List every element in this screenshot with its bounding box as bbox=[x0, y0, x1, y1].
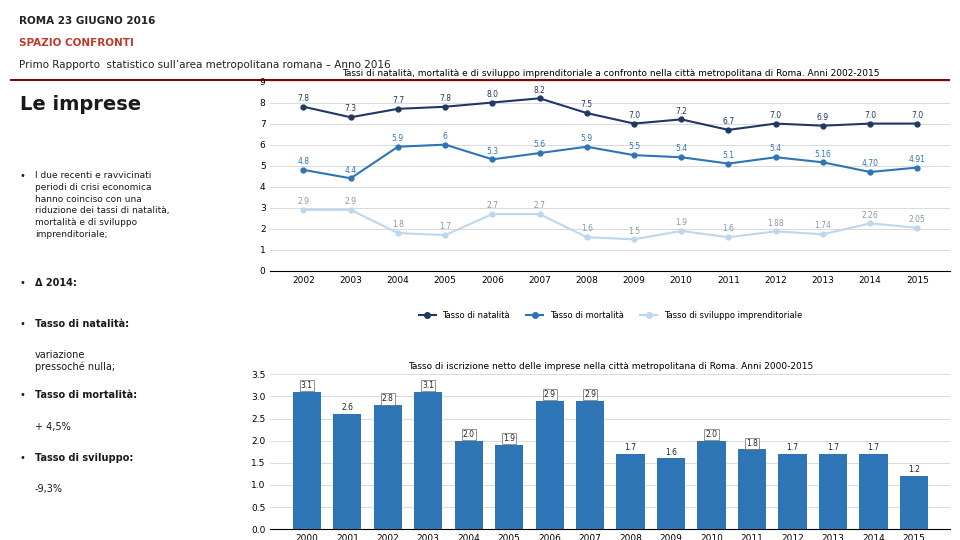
Text: •: • bbox=[19, 453, 26, 463]
Text: 2.9: 2.9 bbox=[543, 390, 556, 399]
Text: 1.74: 1.74 bbox=[814, 221, 831, 231]
Bar bbox=[576, 401, 605, 529]
Text: 2.8: 2.8 bbox=[382, 394, 394, 403]
Text: 5.9: 5.9 bbox=[392, 134, 404, 143]
Text: 4.91: 4.91 bbox=[909, 155, 925, 164]
Bar bbox=[819, 454, 847, 529]
Text: ROMA 23 GIUGNO 2016: ROMA 23 GIUGNO 2016 bbox=[19, 16, 156, 26]
Text: Tasso di mortalità:: Tasso di mortalità: bbox=[35, 390, 137, 401]
Text: 5.4: 5.4 bbox=[770, 145, 781, 153]
Text: 3.1: 3.1 bbox=[422, 381, 434, 390]
Text: 1.5: 1.5 bbox=[628, 227, 640, 235]
Text: 1.6: 1.6 bbox=[581, 225, 592, 233]
Text: 1.7: 1.7 bbox=[827, 443, 839, 452]
Text: 1.88: 1.88 bbox=[767, 219, 784, 227]
Text: 2.0: 2.0 bbox=[463, 430, 475, 439]
Bar bbox=[900, 476, 928, 529]
Text: 7.0: 7.0 bbox=[911, 111, 924, 120]
Bar bbox=[738, 449, 766, 529]
Bar bbox=[779, 454, 806, 529]
Text: 5.1: 5.1 bbox=[723, 151, 734, 160]
Text: 5.6: 5.6 bbox=[534, 140, 545, 149]
Text: 7.0: 7.0 bbox=[770, 111, 781, 120]
Text: 8.2: 8.2 bbox=[534, 85, 545, 94]
Text: 4.4: 4.4 bbox=[345, 166, 357, 174]
Text: 7.8: 7.8 bbox=[439, 94, 451, 103]
Text: 2.9: 2.9 bbox=[345, 197, 357, 206]
Bar bbox=[657, 458, 685, 529]
Text: 1.7: 1.7 bbox=[439, 222, 451, 231]
Text: + 4,5%: + 4,5% bbox=[35, 422, 70, 432]
Text: Tasso di natalità:: Tasso di natalità: bbox=[35, 319, 129, 329]
Text: Primo Rapporto  statistico sull’area metropolitana romana – Anno 2016: Primo Rapporto statistico sull’area metr… bbox=[19, 60, 391, 70]
Text: 7.8: 7.8 bbox=[298, 94, 309, 103]
Bar bbox=[373, 405, 402, 529]
Text: 7.5: 7.5 bbox=[581, 100, 593, 109]
Text: Le imprese: Le imprese bbox=[19, 95, 141, 114]
Text: 1.2: 1.2 bbox=[908, 465, 920, 474]
Text: 2.26: 2.26 bbox=[862, 211, 878, 220]
Text: 2.05: 2.05 bbox=[909, 215, 925, 224]
Text: 8.0: 8.0 bbox=[487, 90, 498, 99]
Text: 2.9: 2.9 bbox=[298, 197, 309, 206]
Text: variazione
pressoché nulla;: variazione pressoché nulla; bbox=[35, 350, 115, 372]
Title: Tasso di iscrizione netto delle imprese nella città metropolitana di Roma. Anni : Tasso di iscrizione netto delle imprese … bbox=[408, 362, 813, 370]
Bar bbox=[697, 441, 726, 529]
Text: Δ 2014:: Δ 2014: bbox=[35, 279, 77, 288]
Text: 7.0: 7.0 bbox=[628, 111, 640, 120]
Text: 5.4: 5.4 bbox=[675, 145, 687, 153]
Text: 7.3: 7.3 bbox=[345, 104, 357, 113]
Legend: Tasso di natalità, Tasso di mortalità, Tasso di sviluppo imprenditoriale: Tasso di natalità, Tasso di mortalità, T… bbox=[416, 308, 805, 323]
Text: 5.9: 5.9 bbox=[581, 134, 593, 143]
Bar bbox=[333, 414, 362, 529]
Text: 7.0: 7.0 bbox=[864, 111, 876, 120]
Text: 1.8: 1.8 bbox=[392, 220, 404, 230]
Text: -9,3%: -9,3% bbox=[35, 484, 62, 495]
Text: 1.7: 1.7 bbox=[625, 443, 636, 452]
Bar bbox=[616, 454, 645, 529]
Text: 1.9: 1.9 bbox=[675, 218, 687, 227]
Text: Tasso di sviluppo:: Tasso di sviluppo: bbox=[35, 453, 133, 463]
Text: •: • bbox=[19, 390, 26, 401]
Text: I due recenti e ravvicinati
periodi di crisi economica
hanno coinciso con una
ri: I due recenti e ravvicinati periodi di c… bbox=[35, 171, 169, 239]
Text: 3.1: 3.1 bbox=[300, 381, 313, 390]
Text: 2.6: 2.6 bbox=[342, 403, 353, 413]
Text: 2.0: 2.0 bbox=[706, 430, 717, 439]
Text: 1.7: 1.7 bbox=[786, 443, 799, 452]
Text: 5.3: 5.3 bbox=[487, 146, 498, 156]
Text: 6: 6 bbox=[443, 132, 447, 141]
Text: 7.2: 7.2 bbox=[675, 106, 687, 116]
Bar bbox=[455, 441, 483, 529]
Text: •: • bbox=[19, 319, 26, 329]
Text: 6.9: 6.9 bbox=[817, 113, 829, 122]
Text: •: • bbox=[19, 171, 26, 181]
Text: SPAZIO CONFRONTI: SPAZIO CONFRONTI bbox=[19, 38, 133, 48]
Bar bbox=[495, 445, 523, 529]
Text: 2.7: 2.7 bbox=[487, 201, 498, 210]
Text: 5.5: 5.5 bbox=[628, 143, 640, 151]
Text: •: • bbox=[19, 279, 26, 288]
Bar bbox=[859, 454, 888, 529]
Text: 1.9: 1.9 bbox=[503, 434, 516, 443]
Bar bbox=[293, 392, 321, 529]
Text: 7.7: 7.7 bbox=[392, 96, 404, 105]
Text: 1.7: 1.7 bbox=[868, 443, 879, 452]
Text: 5.16: 5.16 bbox=[814, 150, 831, 159]
Text: 2.7: 2.7 bbox=[534, 201, 545, 210]
Text: 2.9: 2.9 bbox=[585, 390, 596, 399]
Text: 1.8: 1.8 bbox=[746, 438, 758, 448]
Text: 1.6: 1.6 bbox=[723, 225, 734, 233]
Bar bbox=[414, 392, 443, 529]
Text: 4.8: 4.8 bbox=[298, 157, 309, 166]
Text: 6.7: 6.7 bbox=[722, 117, 734, 126]
Bar bbox=[536, 401, 564, 529]
Text: 1.6: 1.6 bbox=[665, 448, 677, 457]
Text: 4.70: 4.70 bbox=[862, 159, 878, 168]
Title: Tassi di natalità, mortalità e di sviluppo imprenditoriale a confronto nella cit: Tassi di natalità, mortalità e di svilup… bbox=[342, 69, 879, 78]
